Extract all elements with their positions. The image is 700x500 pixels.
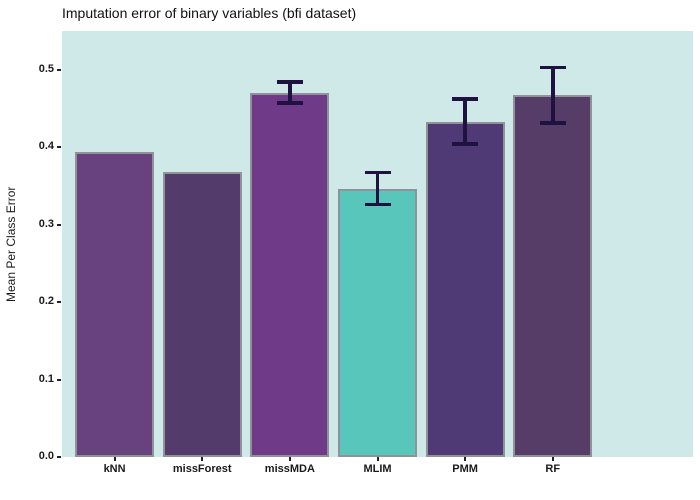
y-tick-mark — [57, 378, 61, 381]
error-bar-cap-bottom — [276, 101, 303, 105]
error-bar-cap-bottom — [364, 202, 391, 207]
bar-missForest — [162, 171, 242, 457]
plot-panel — [62, 31, 693, 457]
y-tick-mark — [57, 456, 61, 458]
y-tick-mark — [57, 301, 61, 304]
y-tick-label: 0.5 — [38, 62, 54, 75]
x-tick-mark — [376, 457, 379, 461]
x-tick-mark — [551, 457, 554, 461]
bar-missMDA — [250, 92, 330, 457]
error-bar-line — [551, 67, 555, 124]
error-bar-line — [375, 172, 380, 205]
y-tick-label: 0.4 — [38, 140, 54, 153]
error-bar-line — [288, 82, 292, 104]
x-tick-label-missForest: missForest — [172, 463, 232, 475]
x-tick-label-kNN: kNN — [103, 463, 126, 475]
error-bar-cap-bottom — [539, 121, 566, 125]
error-bar-cap-bottom — [452, 142, 479, 146]
y-tick-label: 0.3 — [38, 217, 54, 230]
error-bar-cap-top — [452, 97, 479, 101]
error-bar-cap-top — [539, 65, 566, 70]
y-tick-mark — [57, 68, 61, 71]
bar-MLIM — [338, 189, 417, 457]
bar-RF — [513, 95, 593, 457]
x-tick-label-PMM: PMM — [452, 463, 478, 475]
error-bar-cap-top — [276, 80, 303, 84]
x-tick-mark — [201, 457, 204, 461]
error-bar-line — [463, 99, 467, 145]
y-tick-label: 0.2 — [38, 295, 54, 308]
y-axis-title: Mean Per Class Error — [4, 186, 18, 302]
y-tick-mark — [57, 146, 61, 149]
x-tick-label-MLIM: MLIM — [363, 463, 392, 475]
bar-PMM — [425, 121, 505, 457]
error-bar-cap-top — [364, 170, 391, 175]
y-tick-label: 0.1 — [38, 372, 54, 385]
y-tick-mark — [57, 223, 61, 226]
bar-kNN — [75, 151, 155, 457]
x-tick-mark — [113, 457, 116, 461]
chart-title: Imputation error of binary variables (bf… — [62, 5, 357, 21]
x-tick-mark — [288, 457, 291, 461]
y-tick-label: 0.0 — [38, 450, 54, 462]
x-tick-label-RF: RF — [545, 463, 561, 475]
x-tick-mark — [464, 457, 467, 461]
x-tick-label-missMDA: missMDA — [264, 463, 315, 475]
